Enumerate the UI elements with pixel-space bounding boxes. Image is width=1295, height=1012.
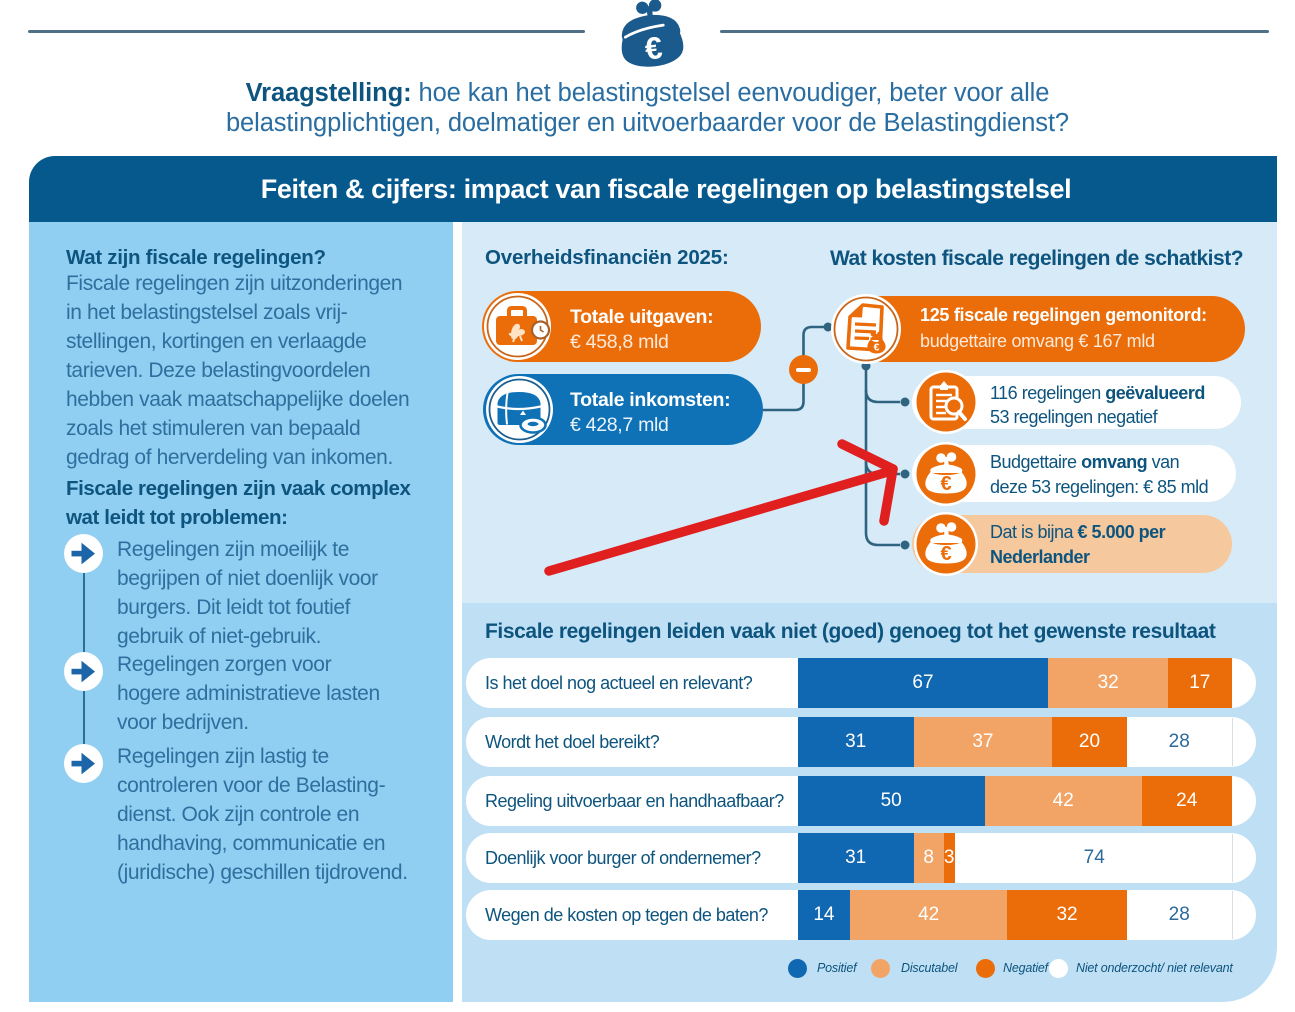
svg-text:€: €	[940, 543, 951, 565]
svg-text:€: €	[874, 342, 880, 354]
svg-text:€: €	[940, 473, 951, 495]
svg-text:€: €	[643, 30, 664, 67]
